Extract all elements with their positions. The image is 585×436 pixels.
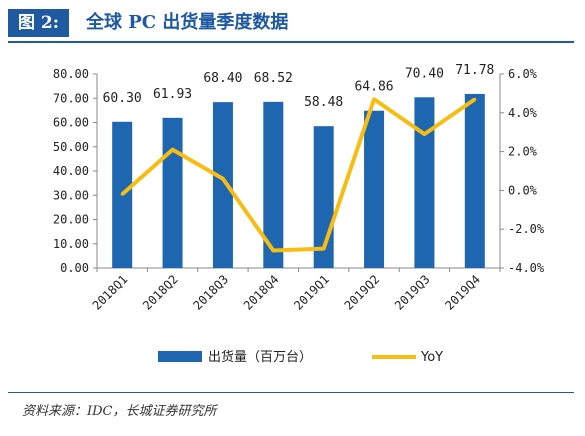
yoy-point-2019Q2	[372, 97, 376, 101]
data-label-2018Q4: 68.52	[254, 71, 293, 86]
source-note: 资料来源：IDC，长城证券研究所	[22, 404, 217, 419]
left-y-tick-label: 40.00	[53, 164, 89, 178]
legend-swatch-bars	[158, 351, 202, 362]
left-y-tick-label: 70.00	[53, 91, 89, 105]
right-y-tick-label: -4.0%	[508, 261, 545, 275]
x-tick-label: 2019Q2	[342, 272, 383, 313]
figure-title: 全球 PC 出货量季度数据	[86, 12, 289, 33]
right-y-tick-label: 4.0%	[508, 106, 538, 120]
right-y-tick-label: 0.0%	[508, 183, 538, 197]
data-label-2018Q3: 68.40	[203, 71, 242, 86]
bar-2018Q4	[263, 101, 284, 269]
data-label-2019Q4: 71.78	[455, 63, 494, 78]
left-y-tick-label: 20.00	[53, 213, 89, 227]
yoy-point-2018Q3	[221, 177, 225, 181]
legend-label-bars: 出货量（百万台）	[208, 349, 312, 365]
bar-2018Q3	[212, 102, 233, 268]
yoy-point-2019Q4	[473, 97, 477, 101]
figure-number: 图 2:	[8, 9, 70, 37]
right-y-tick-label: 6.0%	[508, 67, 538, 81]
data-label-2018Q2: 61.93	[153, 87, 192, 102]
yoy-point-2018Q1	[120, 192, 124, 196]
yoy-point-2019Q1	[322, 247, 326, 251]
x-tick-label: 2019Q3	[392, 272, 433, 313]
bar-2018Q2	[162, 117, 183, 268]
legend-label-yoy: YoY	[420, 350, 443, 365]
bar-2019Q2	[364, 110, 385, 268]
yoy-line	[120, 97, 476, 253]
left-y-tick-label: 50.00	[53, 140, 89, 154]
left-y-tick-label: 10.00	[53, 237, 89, 251]
x-tick-label: 2018Q4	[241, 272, 282, 313]
left-y-tick-label: 80.00	[53, 67, 89, 81]
x-tick-label: 2019Q4	[442, 272, 483, 313]
x-tick-label: 2018Q3	[190, 272, 231, 313]
data-label-2018Q1: 60.30	[103, 91, 142, 106]
data-label-2019Q1: 58.48	[304, 95, 343, 110]
data-label-2019Q2: 64.86	[354, 80, 393, 95]
right-y-tick-label: 2.0%	[508, 145, 538, 159]
left-y-tick-label: 0.00	[60, 261, 89, 275]
yoy-point-2018Q2	[171, 148, 175, 152]
x-tick-label: 2018Q2	[140, 272, 181, 313]
yoy-point-2018Q4	[271, 249, 275, 253]
figure-title-bar: 图 2: 全球 PC 出货量季度数据	[8, 7, 574, 43]
bar-2019Q3	[414, 97, 435, 268]
source-divider	[8, 392, 574, 393]
x-tick-label: 2019Q1	[291, 272, 332, 313]
bar-2019Q4	[464, 93, 485, 268]
right-y-tick-label: -2.0%	[508, 222, 545, 236]
data-label-2019Q3: 70.40	[405, 66, 444, 81]
x-tick-label: 2018Q1	[90, 272, 131, 313]
left-y-tick-label: 30.00	[53, 188, 89, 202]
left-y-tick-label: 60.00	[53, 116, 89, 130]
yoy-point-2019Q3	[422, 132, 426, 136]
